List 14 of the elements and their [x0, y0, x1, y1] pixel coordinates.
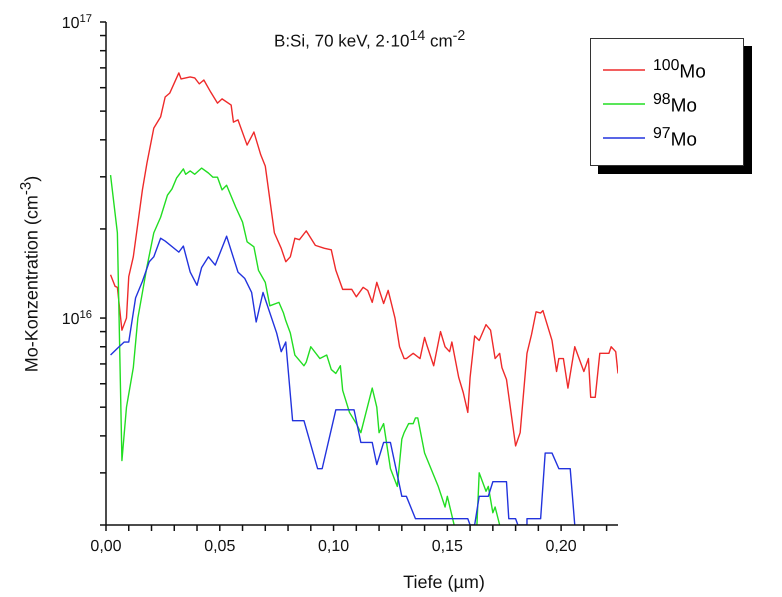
legend-label: $^{100}$Mo	[653, 56, 706, 84]
line-series	[110, 236, 576, 525]
x-axis-title: Tiefe (µm)	[402, 572, 486, 593]
x-tick-label: 0,10	[318, 538, 350, 555]
legend-label: $^{97}$Mo	[653, 124, 698, 152]
annotation-text: B:Si, 70 keV, 2·10$^{14}$ cm$^{-2}$	[274, 28, 466, 52]
x-tick-label: 0,05	[204, 538, 236, 555]
y-tick-label: 10$^{17}$	[62, 13, 92, 32]
x-tick-label: 0,15	[432, 538, 464, 555]
x-tick-label: 0,20	[546, 538, 577, 555]
line-series	[110, 72, 618, 447]
x-tick-label: 0,00	[90, 538, 122, 555]
legend-label: $^{98}$Mo	[653, 90, 698, 118]
y-tick-label: 10$^{16}$	[62, 309, 92, 328]
